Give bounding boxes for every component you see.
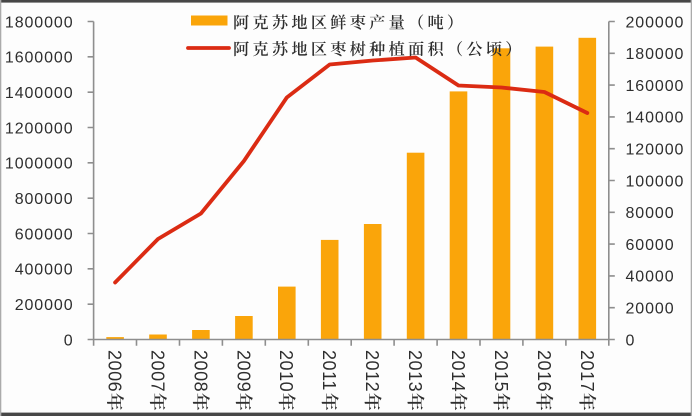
svg-text:1600000: 1600000 (5, 50, 74, 67)
svg-text:200000: 200000 (626, 14, 685, 31)
svg-text:2012: 2012 (362, 350, 382, 392)
svg-text:180000: 180000 (626, 46, 685, 63)
svg-text:80000: 80000 (626, 205, 675, 222)
svg-text:2017: 2017 (577, 350, 597, 392)
svg-text:100000: 100000 (626, 173, 685, 190)
svg-text:2015: 2015 (491, 350, 511, 392)
svg-text:1400000: 1400000 (5, 85, 74, 102)
svg-text:2014: 2014 (448, 350, 468, 392)
svg-text:120000: 120000 (626, 142, 685, 159)
svg-text:2016: 2016 (534, 350, 554, 392)
svg-text:60000: 60000 (626, 237, 675, 254)
svg-text:0: 0 (64, 332, 74, 349)
svg-text:800000: 800000 (15, 191, 74, 208)
svg-text:40000: 40000 (626, 269, 675, 286)
svg-text:140000: 140000 (626, 110, 685, 127)
svg-text:0: 0 (626, 332, 636, 349)
svg-text:1800000: 1800000 (5, 14, 74, 31)
svg-text:20000: 20000 (626, 301, 675, 318)
svg-text:1000000: 1000000 (5, 156, 74, 173)
svg-text:2008: 2008 (190, 350, 210, 392)
svg-text:160000: 160000 (626, 78, 685, 95)
svg-text:400000: 400000 (15, 262, 74, 279)
svg-text:200000: 200000 (15, 297, 74, 314)
svg-text:600000: 600000 (15, 226, 74, 243)
svg-text:2011: 2011 (319, 350, 339, 391)
svg-text:1200000: 1200000 (5, 120, 74, 137)
svg-text:2006: 2006 (105, 350, 125, 392)
svg-text:2007: 2007 (147, 350, 167, 392)
svg-text:2009: 2009 (233, 350, 253, 392)
svg-text:2013: 2013 (405, 350, 425, 392)
svg-text:2010: 2010 (276, 350, 296, 392)
